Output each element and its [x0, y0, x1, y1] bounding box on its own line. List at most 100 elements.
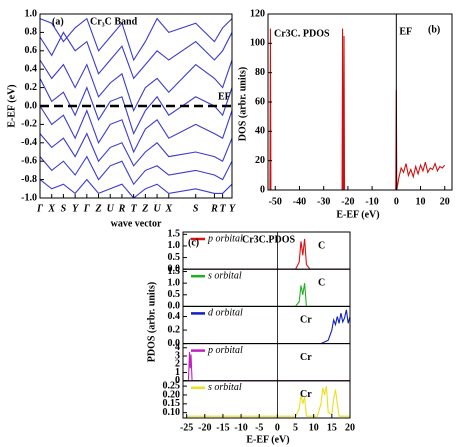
x-tick-label: 20 [345, 422, 355, 433]
series-line [40, 178, 232, 198]
series-line [40, 105, 232, 154]
atom-label: C [318, 277, 325, 288]
x-tick-label: X [164, 203, 172, 214]
y-tick-label: 0.10 [163, 407, 181, 418]
y-tick-label: 60 [255, 96, 265, 107]
y-tick-label: 20 [255, 155, 265, 166]
x-tick-label: -5 [255, 422, 263, 433]
legend-label: d orbital [208, 308, 243, 319]
y-tick-label: 0.2 [168, 324, 181, 335]
plot-area [186, 385, 350, 417]
series-line [40, 59, 232, 113]
x-tick-label: S [61, 203, 67, 214]
y-tick-label: 80 [255, 67, 265, 78]
x-axis-label: wave vector [111, 218, 162, 229]
y-tick-label: 0.4 [168, 311, 181, 322]
chart-title: Cr3C. PDOS [274, 28, 330, 39]
x-tick-label: -20 [341, 196, 354, 207]
y-tick-label: 0.20 [163, 389, 181, 400]
x-tick-label: -10 [234, 422, 247, 433]
series-line [40, 132, 232, 167]
y-tick-label: 0 [260, 184, 265, 195]
x-tick-label: -10 [365, 196, 378, 207]
y-tick-label: -1.0 [21, 192, 37, 203]
y-tick-label: 1.5 [168, 229, 181, 240]
x-tick-label: -25 [180, 422, 193, 433]
y-tick-label: 1.0 [25, 8, 38, 19]
y-tick-label: 0.8 [25, 27, 38, 38]
x-tick-label: T [220, 203, 227, 214]
plot-area [184, 351, 350, 381]
x-tick-label: -20 [198, 422, 211, 433]
y-tick-label: 0.0 [168, 338, 181, 349]
fermi-label: EF [218, 91, 231, 102]
x-tick-label: U [107, 203, 115, 214]
y-tick-label: 1 [175, 367, 180, 378]
series-line [40, 155, 232, 186]
chart-title: Cr₃C Band [90, 16, 138, 27]
x-tick-label: Y [72, 203, 79, 214]
plot-frame [182, 380, 351, 419]
x-tick-label: 0 [394, 196, 399, 207]
fermi-label: EF [399, 26, 412, 37]
panel-label: (b) [428, 24, 440, 35]
y-tick-label: 3 [175, 350, 180, 361]
y-tick-label: 0.0 [25, 100, 38, 111]
x-tick-label: Z [141, 203, 148, 214]
y-tick-label: 0.0 [168, 263, 181, 274]
y-tick-label: 100 [250, 38, 265, 49]
plot-area [186, 238, 350, 270]
y-tick-label: 1.5 [168, 266, 181, 277]
y-tick-label: 1.0 [168, 240, 181, 251]
x-tick-label: U [153, 203, 161, 214]
x-tick-label: 5 [293, 422, 298, 433]
x-tick-label: 10 [416, 196, 426, 207]
atom-label: Cr [300, 389, 312, 400]
x-tick-label: 15 [327, 422, 337, 433]
series-line [186, 238, 350, 270]
y-tick-label: 2 [175, 359, 180, 370]
x-tick-label: R [210, 203, 218, 214]
x-tick-label: 0 [275, 422, 280, 433]
legend-label: p orbital [207, 345, 243, 356]
y-tick-label: 0.2 [25, 82, 38, 93]
x-tick-label: Y [229, 203, 236, 214]
y-axis-label: PDOS (arbr. units) [146, 282, 157, 362]
series-line [186, 385, 350, 417]
plot-area [40, 17, 232, 198]
series-line [268, 28, 446, 190]
y-tick-label: 0 [175, 375, 180, 386]
plot-area [186, 309, 350, 344]
series-line [40, 17, 232, 62]
x-tick-label: -50 [269, 196, 282, 207]
x-tick-label: T [131, 203, 138, 214]
y-tick-label: -0.8 [21, 174, 37, 185]
x-axis-label: E-EF (eV) [246, 434, 289, 445]
legend-label: p orbital [207, 233, 243, 244]
y-tick-label: -0.2 [21, 119, 37, 130]
x-tick-label: -30 [317, 196, 330, 207]
y-tick-label: 120 [250, 8, 265, 19]
y-tick-label: 0.25 [163, 380, 181, 391]
plot-area [186, 283, 350, 307]
y-tick-label: 40 [255, 126, 265, 137]
y-tick-label: 0.5 [168, 289, 181, 300]
chart-title: Cr3C.PDOS [242, 234, 295, 245]
y-tick-label: 4 [175, 342, 180, 353]
legend-label: s orbital [208, 270, 242, 281]
x-tick-label: R [118, 203, 126, 214]
x-tick-label: -40 [293, 196, 306, 207]
plot-frame [39, 13, 233, 199]
y-tick-label: -0.6 [21, 155, 37, 166]
y-axis-label: E-EF (eV) [6, 84, 17, 127]
atom-label: C [318, 240, 325, 251]
plot-area [268, 28, 446, 190]
x-tick-label: S [193, 203, 199, 214]
y-tick-label: 0.5 [168, 252, 181, 263]
series-line [40, 78, 232, 136]
series-line [186, 283, 350, 307]
series-line [184, 351, 350, 381]
series-line [40, 31, 232, 80]
y-tick-label: 0.6 [25, 45, 38, 56]
